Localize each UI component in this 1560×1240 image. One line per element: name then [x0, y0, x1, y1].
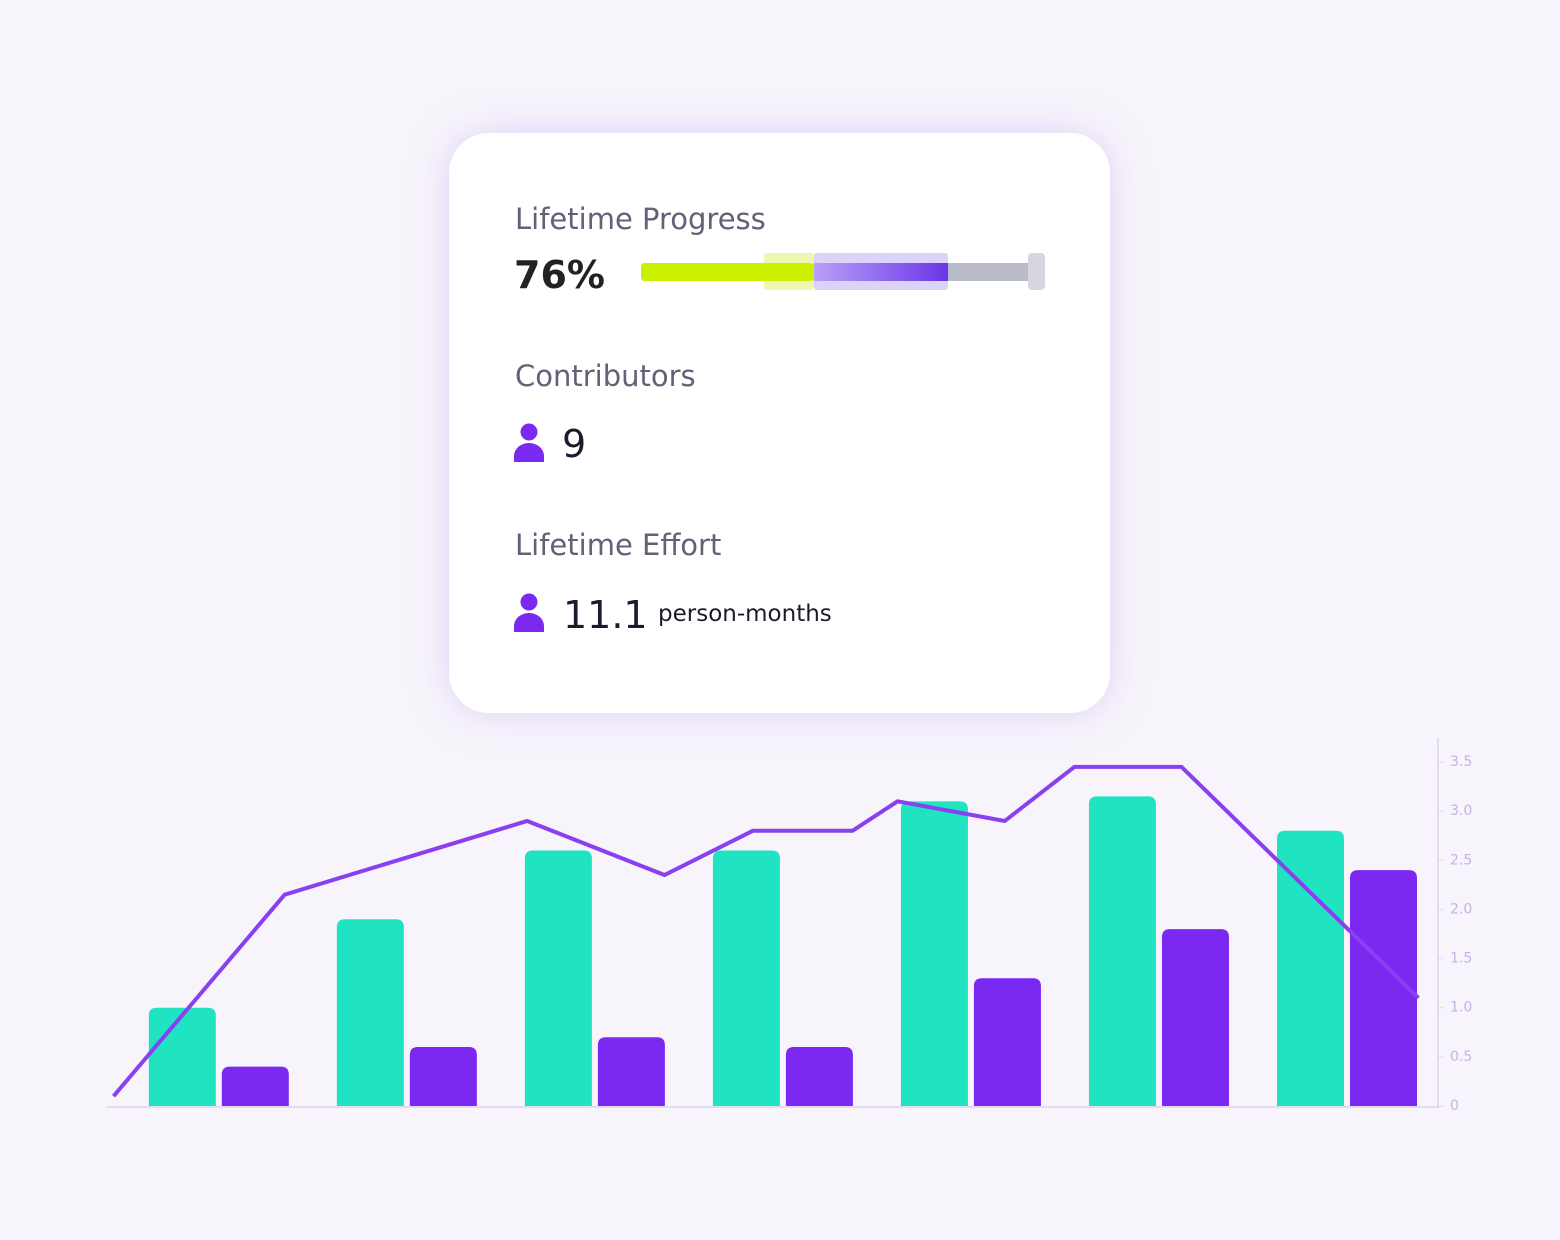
bar — [148, 1007, 216, 1106]
bar — [712, 850, 780, 1106]
line — [111, 764, 1420, 1098]
stats-card: Lifetime Progress 76% Contributors 9 Lif… — [449, 133, 1110, 713]
effort-unit: person-months — [658, 601, 832, 627]
bar — [1088, 796, 1156, 1106]
bar — [336, 919, 404, 1106]
y-tick-label: 3.0 — [1450, 803, 1472, 819]
bar — [221, 1066, 289, 1106]
bar — [900, 801, 968, 1106]
bar — [785, 1047, 853, 1106]
progress-label: Lifetime Progress — [515, 202, 766, 236]
y-tick-label: 2.0 — [1450, 901, 1472, 917]
progress-fill — [641, 263, 814, 281]
bar — [524, 850, 592, 1106]
contributors-label: Contributors — [515, 359, 696, 393]
bar — [1161, 929, 1229, 1106]
y-tick-label: 0.5 — [1450, 1049, 1472, 1065]
progress-fill — [814, 263, 949, 281]
bar — [973, 978, 1041, 1106]
contributors-value: 9 — [562, 422, 586, 466]
effort-label: Lifetime Effort — [515, 528, 721, 562]
progress-value: 76% — [514, 253, 605, 297]
y-tick-label: 0 — [1450, 1098, 1459, 1114]
person-icon — [514, 423, 544, 462]
progress-bar — [641, 253, 1045, 290]
chart: 0 0.5 1.0 1.5 2.0 2.5 3.0 3.5 — [107, 738, 1472, 1114]
bar — [597, 1037, 665, 1106]
y-tick-label: 2.5 — [1450, 852, 1472, 868]
bar — [409, 1047, 477, 1106]
bar — [1276, 830, 1344, 1106]
effort-value: 11.1 — [563, 593, 648, 637]
bar — [1349, 870, 1417, 1106]
person-icon — [514, 593, 544, 632]
y-tick-label: 1.5 — [1450, 951, 1472, 967]
y-tick-label: 3.5 — [1450, 754, 1472, 770]
progress-handle — [1028, 253, 1045, 290]
y-tick-label: 1.0 — [1450, 1000, 1472, 1016]
